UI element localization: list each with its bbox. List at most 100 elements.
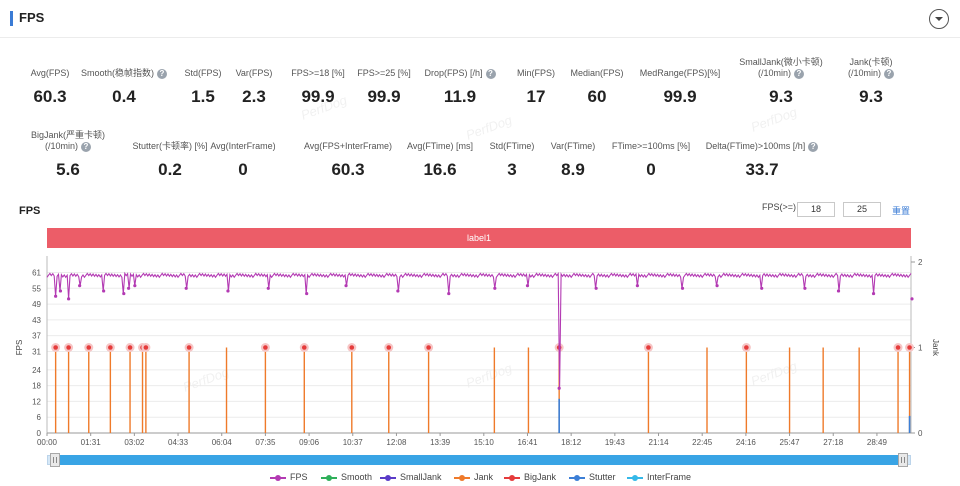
chevron-down-icon	[935, 17, 943, 21]
slider-selection[interactable]	[55, 455, 903, 465]
fps-drop-point	[67, 297, 71, 301]
metric-value: 0.4	[112, 87, 136, 106]
help-icon[interactable]: ?	[81, 141, 91, 152]
x-tick-label: 15:10	[474, 438, 495, 447]
bigjank-marker	[66, 345, 71, 350]
metric-label-text: SmallJank(微小卡顿)	[739, 57, 823, 67]
legend-label: Smooth	[341, 472, 373, 482]
label-bar[interactable]: label1	[47, 228, 911, 248]
x-tick-label: 18:12	[561, 438, 582, 447]
help-icon[interactable]: ?	[884, 68, 894, 79]
legend-item-fps[interactable]: FPS	[270, 472, 308, 482]
x-tick-label: 22:45	[692, 438, 713, 447]
metric-avg-ftime-ms: Avg(FTime) [ms] 16.6	[380, 141, 500, 180]
legend-item-bigjank[interactable]: BigJank	[504, 472, 556, 482]
bigjank-marker	[386, 345, 392, 350]
metric-var-ftime: Var(FTime) 8.9	[513, 141, 633, 180]
metric-value: 60.3	[33, 87, 67, 106]
metric-label: BigJank(严重卡顿) (/10min)?	[8, 130, 128, 152]
header-accent-bar	[10, 11, 13, 26]
metric-label: Median(FPS)	[537, 68, 657, 79]
help-icon[interactable]: ?	[794, 68, 804, 79]
metric-label: MedRange(FPS)[%]	[620, 68, 740, 79]
y-tick-label: 37	[32, 332, 41, 341]
metric-label-text: Stutter(卡顿率) [%]	[132, 141, 208, 151]
fps-drop-point	[635, 284, 640, 288]
metric-label-unit: (/10min)	[847, 68, 881, 78]
metric-std-ftime: Std(FTime) 3	[452, 141, 572, 180]
metric-label-unit: (/10min)	[757, 68, 791, 78]
metric-var-fps: Var(FPS) 2.3	[194, 68, 314, 107]
reset-link[interactable]: 重置	[892, 206, 911, 216]
fps-drop-point	[396, 289, 400, 293]
legend-label: FPS	[290, 472, 308, 482]
slider-handle-right[interactable]	[898, 453, 908, 467]
bigjank-marker	[349, 345, 355, 350]
x-tick-label: 16:41	[517, 438, 538, 447]
fps-drop-point	[127, 286, 131, 290]
chart-title: FPS	[19, 205, 41, 217]
bigjank-marker	[646, 345, 651, 350]
metric-label-text: Var(FPS)	[235, 68, 273, 78]
time-range-slider[interactable]	[47, 452, 911, 468]
fps-threshold-input-1[interactable]: 18	[797, 202, 835, 217]
help-icon[interactable]: ?	[157, 68, 167, 79]
help-icon[interactable]: ?	[485, 68, 496, 79]
metric-label: Delta(FTime)>100ms [/h]?	[702, 141, 822, 152]
x-tick-label: 00:00	[37, 438, 58, 447]
fps-drop-point	[305, 291, 309, 296]
fps-drop-point	[447, 291, 451, 296]
y-tick-label: 31	[32, 347, 41, 356]
fps-threshold-input-2[interactable]: 25	[843, 202, 881, 217]
fps-drop-point	[344, 284, 348, 288]
metric-label-text: Drop(FPS) [/h]	[424, 68, 483, 78]
metric-label: Var(FTime)	[513, 141, 633, 152]
y-axis-label: FPS	[15, 340, 24, 356]
fps-drop-point	[525, 284, 530, 288]
metric-label: Smooth(稳帧指数)?	[64, 68, 184, 79]
x-tick-label: 10:37	[343, 438, 364, 447]
bigjank-marker	[86, 345, 92, 350]
help-icon[interactable]: ?	[808, 141, 819, 152]
metric-avg-fps: Avg(FPS) 60.3	[0, 68, 110, 107]
legend-label: InterFrame	[647, 472, 692, 482]
legend-item-stutter[interactable]: Stutter	[569, 472, 616, 482]
legend-swatch	[504, 474, 520, 481]
metric-value: 5.6	[56, 160, 80, 179]
x-tick-label: 21:14	[649, 438, 670, 447]
fps-series-line	[46, 271, 912, 389]
fps-drop-point	[133, 284, 137, 288]
metric-value: 17	[526, 87, 546, 106]
legend-swatch	[380, 474, 396, 481]
metric-label: FTime>=100ms [%]	[591, 141, 711, 152]
legend-item-jank[interactable]: Jank	[454, 472, 493, 482]
y-tick-label: 55	[32, 284, 41, 293]
fps-drop-point	[715, 284, 719, 288]
legend-item-smalljank[interactable]: SmallJank	[380, 472, 442, 482]
metric-smooth: Smooth(稳帧指数)? 0.4	[64, 68, 184, 107]
x-tick-label: 09:06	[299, 438, 320, 447]
metric-label-text: MedRange(FPS)[%]	[639, 68, 721, 78]
metric-label-unit: (/10min)	[44, 141, 78, 151]
perfdog-watermark: PerfDog	[463, 112, 514, 143]
metric-label-text: FTime>=100ms [%]	[611, 141, 691, 151]
metric-value: 0.2	[158, 160, 182, 179]
metric-value: 9.3	[769, 87, 793, 106]
legend-swatch	[627, 474, 643, 481]
metric-value: 60.3	[331, 160, 365, 179]
metric-avg-fps-interframe: Avg(FPS+InterFrame) 60.3	[288, 141, 408, 180]
collapse-toggle-button[interactable]	[929, 9, 949, 29]
metric-drop-fps-h: Drop(FPS) [/h]? 11.9	[400, 68, 520, 107]
x-tick-label: 27:18	[823, 438, 844, 447]
y-tick-label: 0	[37, 429, 42, 438]
fps-threshold-label: FPS(>=)	[762, 202, 797, 212]
legend-item-smooth[interactable]: Smooth	[321, 472, 372, 482]
metric-delta-ftime-100ms-h: Delta(FTime)>100ms [/h]? 33.7	[702, 141, 822, 180]
y-tick-label: 12	[32, 397, 41, 406]
legend-label: BigJank	[524, 472, 557, 482]
x-tick-label: 25:47	[780, 438, 801, 447]
slider-handle-left[interactable]	[50, 453, 60, 467]
bigjank-marker	[186, 345, 192, 350]
legend-item-interframe[interactable]: InterFrame	[627, 472, 691, 482]
